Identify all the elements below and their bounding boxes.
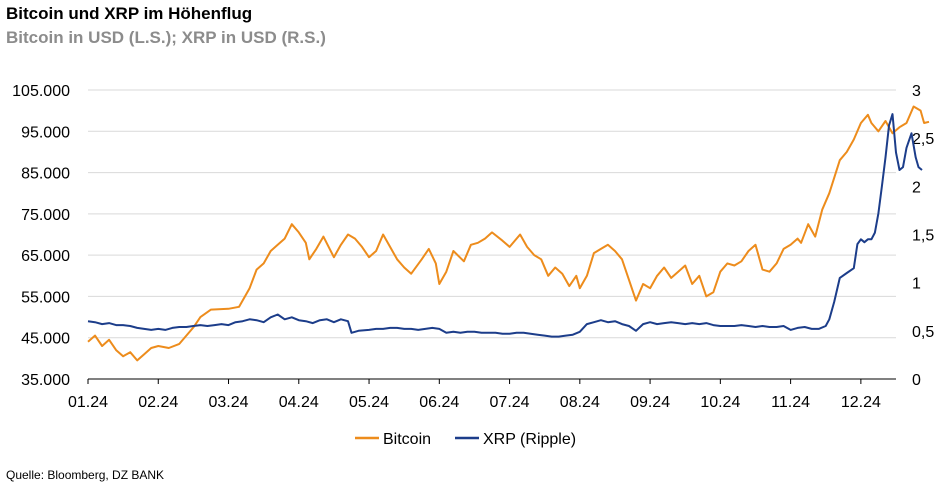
y-right-tick-label: 0	[912, 372, 921, 389]
x-tick-label: 07.24	[490, 394, 530, 411]
y-left-tick-label: 95.000	[21, 124, 70, 141]
y-left-tick-label: 75.000	[21, 207, 70, 224]
y-left-tick-label: 45.000	[21, 331, 70, 348]
y-right-tick-label: 0,5	[912, 324, 934, 341]
source-note: Quelle: Bloomberg, DZ BANK	[6, 468, 165, 482]
y-left-tick-label: 55.000	[21, 289, 70, 306]
chart-title: Bitcoin und XRP im Höhenflug	[6, 4, 253, 23]
series-line-xrp-ripple	[87, 113, 923, 338]
series-line-bitcoin	[87, 105, 930, 362]
gridlines	[88, 89, 896, 339]
x-tick-label: 11.24	[771, 394, 810, 411]
x-tick-label: 06.24	[419, 394, 459, 411]
x-tick-label: 08.24	[560, 394, 600, 411]
y-right-tick-label: 3	[912, 83, 921, 100]
y-left-tick-label: 105.000	[12, 83, 70, 100]
x-tick-label: 12.24	[841, 394, 881, 411]
x-tick-label: 04.24	[279, 394, 319, 411]
x-tick-label: 10.24	[700, 394, 740, 411]
y-left-tick-label: 35.000	[21, 372, 70, 389]
y-right-tick-label: 1	[912, 276, 921, 293]
y-left-tick-label: 85.000	[21, 166, 70, 183]
y-right-tick-label: 1,5	[912, 228, 934, 245]
legend-label: Bitcoin	[383, 431, 431, 448]
x-tick-label: 05.24	[349, 394, 389, 411]
x-tick-label: 02.24	[138, 394, 178, 411]
chart-subtitle: Bitcoin in USD (L.S.); XRP in USD (R.S.)	[6, 28, 326, 47]
y-left-tick-label: 65.000	[21, 248, 70, 265]
x-tick-label: 01.24	[68, 394, 108, 411]
x-tick-label: 09.24	[630, 394, 670, 411]
legend-label: XRP (Ripple)	[483, 431, 576, 448]
axes: 35.000 45.000 55.000 65.000 75.000 85.000 95.0…	[12, 83, 934, 411]
legend: Bitcoin XRP (Ripple)	[355, 431, 576, 448]
y-right-tick-label: 2,5	[912, 131, 934, 148]
series-lines	[87, 105, 930, 362]
x-tick-label: 03.24	[208, 394, 248, 411]
y-right-tick-label: 2	[912, 179, 921, 196]
